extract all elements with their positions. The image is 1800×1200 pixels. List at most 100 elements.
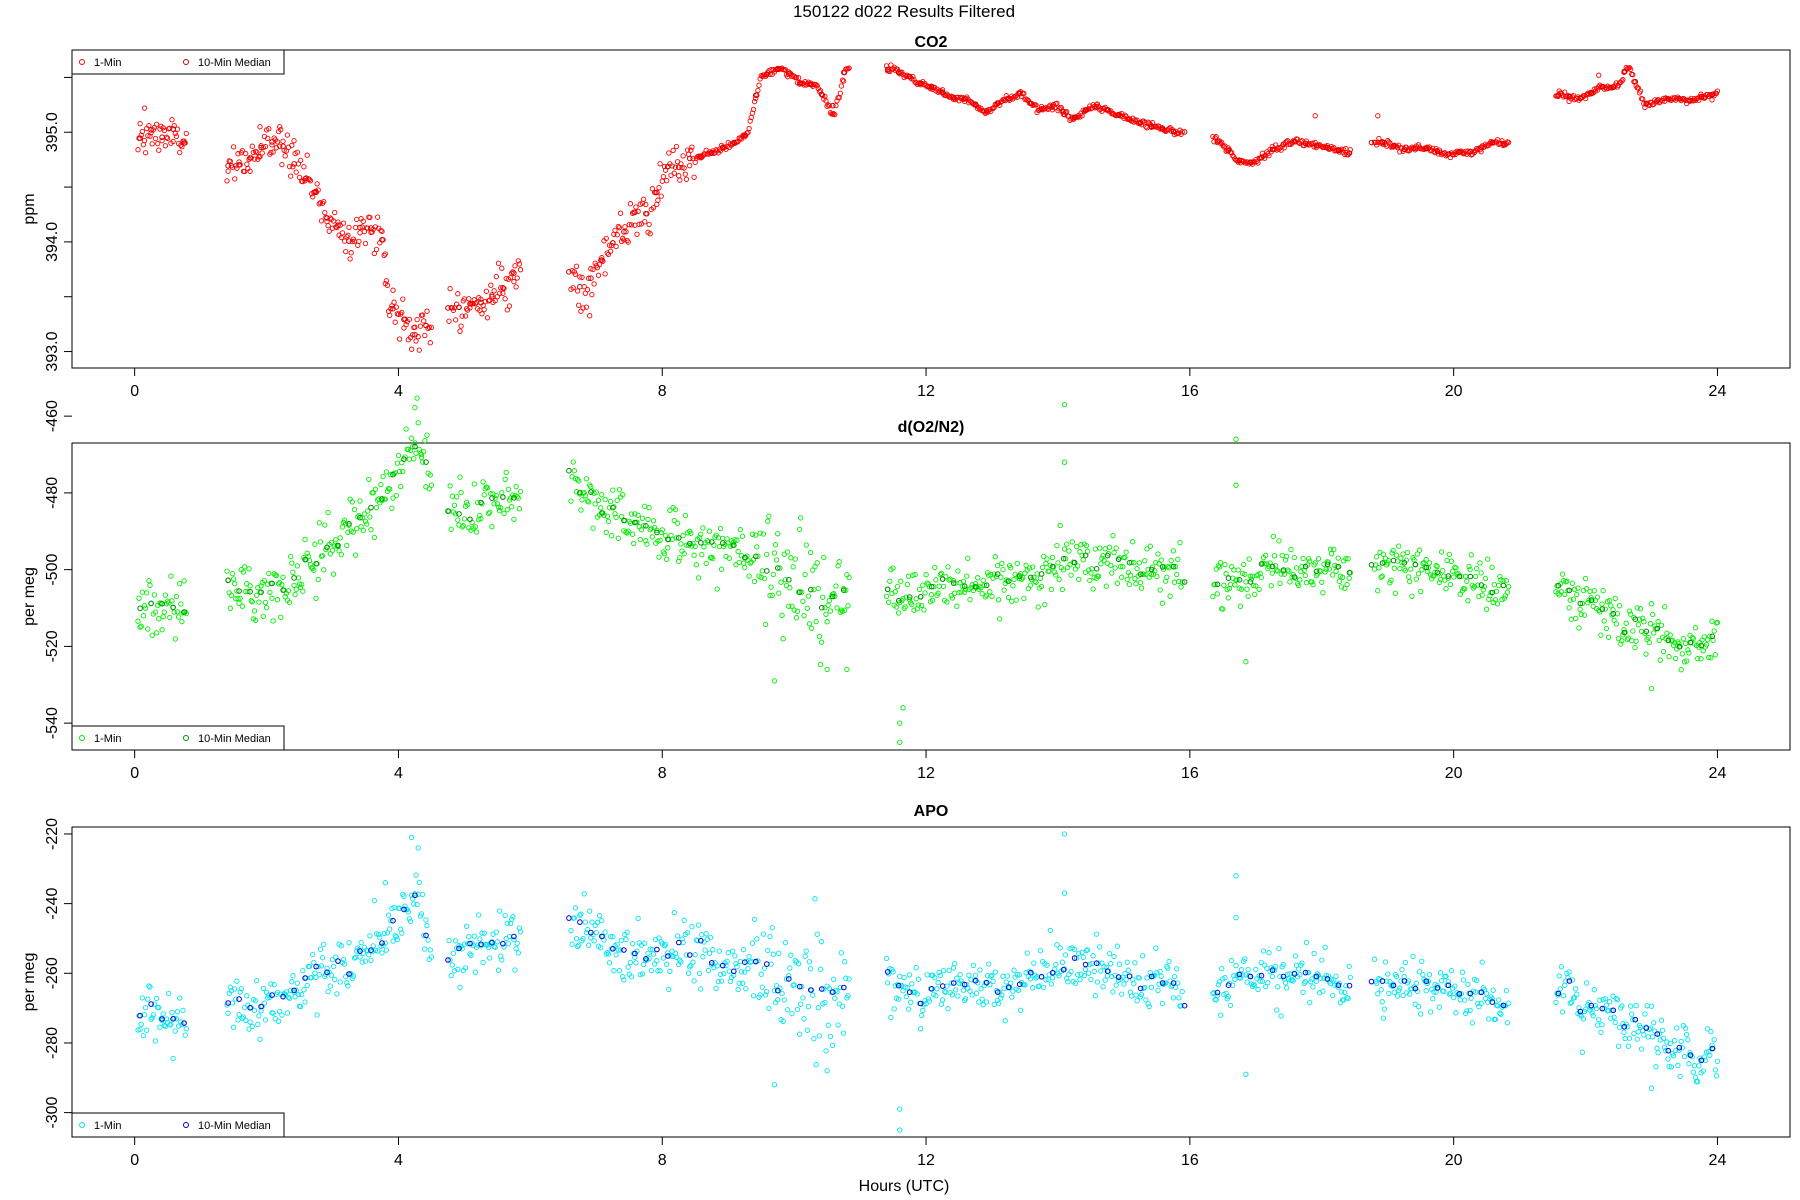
data-point-1min (940, 583, 947, 590)
data-point-10min-median (742, 554, 748, 561)
data-point-10min-median (412, 332, 418, 338)
data-point-1min (315, 963, 321, 970)
data-point-10min-median (346, 971, 352, 977)
panel-3-ylabel: per meg (21, 953, 38, 1012)
data-point-1min (510, 914, 516, 920)
data-point-1min (359, 959, 365, 965)
data-point-1min (313, 595, 319, 601)
data-point-1min (147, 582, 153, 589)
data-point-1min (1667, 632, 1673, 638)
data-point-10min-median (1401, 146, 1408, 152)
data-point-10min-median (928, 84, 935, 90)
data-point-1min (1244, 979, 1250, 985)
data-point-1min (492, 298, 498, 304)
data-point-1min (321, 567, 327, 573)
data-point-1min (753, 95, 759, 102)
data-point-1min (1312, 113, 1318, 119)
data-point-1min (842, 607, 848, 613)
data-point-1min (894, 66, 901, 72)
data-point-1min (635, 915, 641, 922)
data-point-1min (920, 582, 926, 588)
data-point-10min-median (269, 139, 275, 145)
data-point-1min (1607, 598, 1613, 604)
data-point-1min (707, 934, 714, 941)
data-point-1min (733, 960, 739, 967)
data-point-10min-median (236, 588, 242, 594)
data-point-10min-median (917, 1000, 924, 1007)
data-point-1min (602, 496, 608, 503)
data-point-1min (270, 618, 276, 624)
data-point-1min (1666, 654, 1672, 660)
data-point-1min (162, 143, 169, 149)
data-point-1min (989, 593, 995, 600)
data-point-1min (1451, 994, 1457, 1001)
data-point-10min-median (1049, 103, 1056, 110)
data-point-1min (1259, 978, 1266, 984)
data-point-1min (688, 530, 694, 536)
data-point-1min (972, 580, 979, 587)
data-point-1min (293, 987, 299, 993)
data-point-1min (1386, 990, 1392, 997)
data-point-10min-median (819, 91, 825, 98)
data-point-1min (1287, 579, 1293, 585)
data-point-1min (1416, 547, 1423, 553)
data-point-1min (735, 986, 741, 993)
data-point-1min (1339, 574, 1346, 580)
data-point-1min (1265, 979, 1271, 986)
data-point-1min (1133, 992, 1139, 998)
data-point-1min (423, 917, 429, 923)
data-point-1min (1044, 962, 1050, 968)
data-point-10min-median (313, 189, 319, 196)
data-point-1min (228, 592, 235, 598)
data-point-10min-median (324, 969, 330, 976)
data-point-1min (1673, 655, 1679, 662)
data-point-10min-median (181, 1020, 187, 1026)
data-point-1min (461, 941, 468, 947)
data-point-1min (365, 225, 371, 231)
data-point-10min-median (445, 305, 451, 311)
data-point-1min (1277, 580, 1283, 587)
data-point-1min (1276, 945, 1282, 952)
data-point-1min (157, 1024, 163, 1030)
data-point-1min (986, 572, 992, 578)
data-point-1min (1405, 574, 1412, 580)
data-point-1min (448, 972, 454, 979)
data-point-10min-median (961, 981, 968, 988)
data-point-1min (1648, 685, 1655, 692)
data-point-1min (237, 595, 243, 601)
data-point-1min (455, 966, 461, 972)
data-point-1min (413, 338, 419, 344)
data-point-10min-median (467, 516, 473, 523)
data-point-1min (964, 981, 970, 988)
data-point-10min-median (731, 542, 737, 549)
data-point-1min (500, 290, 506, 296)
data-point-10min-median (1478, 144, 1485, 151)
data-point-1min (139, 128, 145, 135)
data-point-10min-median (983, 582, 990, 589)
data-point-1min (827, 1033, 834, 1040)
data-point-10min-median (1115, 556, 1122, 563)
data-point-1min (1375, 113, 1381, 119)
data-point-1min (1407, 991, 1413, 997)
data-point-1min (378, 481, 384, 488)
data-point-1min (1021, 595, 1027, 602)
data-point-1min (1005, 594, 1012, 601)
data-point-10min-median (1016, 573, 1023, 579)
data-point-1min (1288, 546, 1294, 553)
data-point-1min (928, 592, 935, 598)
data-point-1min (645, 950, 651, 956)
data-point-1min (509, 504, 515, 510)
data-point-10min-median (1181, 1002, 1188, 1009)
data-point-1min (1225, 994, 1231, 1000)
data-point-10min-median (335, 542, 341, 549)
data-point-10min-median (1555, 92, 1562, 98)
data-point-1min (1069, 539, 1075, 545)
data-point-10min-median (1093, 960, 1100, 967)
legend-box (71, 1112, 285, 1138)
data-point-1min (1594, 87, 1601, 93)
data-point-1min (793, 74, 800, 81)
data-point-1min (1338, 989, 1345, 995)
data-point-1min (501, 510, 507, 517)
data-point-1min (813, 1062, 819, 1068)
data-point-10min-median (1269, 146, 1276, 153)
